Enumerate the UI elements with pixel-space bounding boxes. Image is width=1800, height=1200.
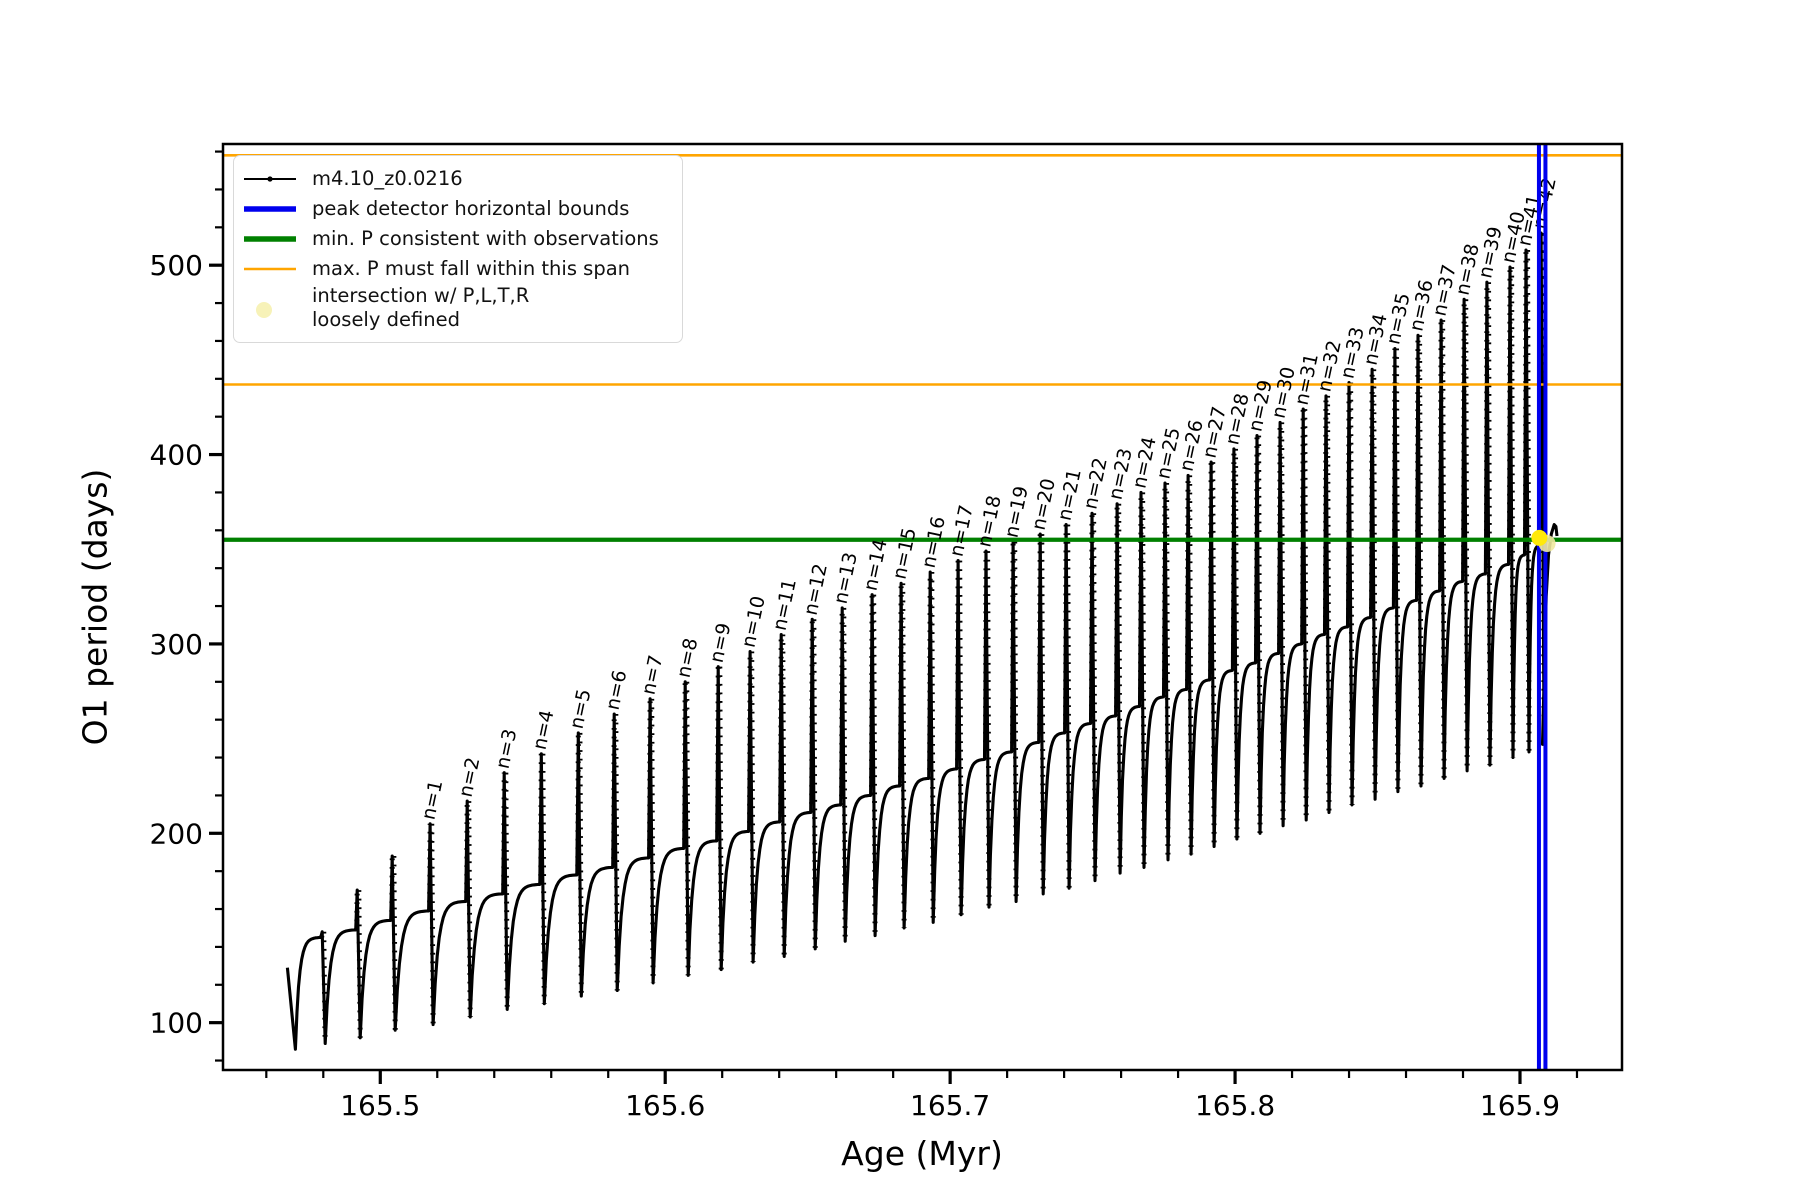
y-tick-label-400: 400: [150, 439, 203, 472]
peak-label-n20: n=20: [1028, 477, 1060, 533]
ticks: 165.5 165.6 165.7 165.8 165.9 100 200 300 400 500: [150, 150, 1579, 1122]
legend-entry-3: max. P must fall within this span: [242, 254, 670, 284]
legend-swatch-line: [244, 176, 296, 182]
series-m410-z00216: [285, 231, 1559, 1051]
legend-entry-label: max. P must fall within this span: [312, 257, 631, 280]
x-axis-title: Age (Myr): [841, 1134, 1003, 1173]
peak-label-n7: n=7: [637, 653, 667, 697]
y-axis-title: O1 period (days): [75, 468, 115, 746]
y-tick-label-300: 300: [150, 628, 203, 661]
x-tick-label-165.7: 165.7: [910, 1089, 990, 1122]
legend-entry-label: peak detector horizontal bounds: [312, 197, 630, 220]
y-tick-label-100: 100: [150, 1007, 203, 1040]
x-tick-label-165.8: 165.8: [1195, 1089, 1275, 1122]
peak-label-n1: n=1: [417, 778, 447, 822]
peak-label-n11: n=11: [769, 577, 801, 633]
peak-label-n13: n=13: [830, 550, 862, 606]
peak-label-n19: n=19: [1000, 484, 1032, 540]
legend-swatch-line: [244, 267, 296, 271]
peak-label-n9: n=9: [706, 621, 736, 665]
peak-label-n16: n=16: [918, 514, 950, 570]
legend-entry-label: m4.10_z0.0216: [312, 167, 463, 190]
y-tick-label-500: 500: [150, 249, 203, 282]
peak-label-n3: n=3: [492, 727, 522, 771]
peak-label-n8: n=8: [673, 636, 703, 680]
legend-entry-2: min. P consistent with observations: [242, 224, 670, 254]
peak-label-n5: n=5: [566, 687, 596, 731]
peak-label-n14: n=14: [859, 537, 891, 593]
x-tick-label-165.9: 165.9: [1480, 1089, 1560, 1122]
legend-swatch-dot: [256, 302, 272, 318]
peak-label-n4: n=4: [529, 708, 559, 752]
legend-swatch-line: [244, 206, 296, 212]
peak-label-n10: n=10: [737, 594, 769, 650]
peak-label-n2: n=2: [455, 755, 485, 799]
x-tick-label-165.5: 165.5: [340, 1089, 420, 1122]
intersection-dot: [1531, 529, 1548, 546]
peak-label-n6: n=6: [602, 668, 632, 712]
y-tick-label-200: 200: [150, 817, 203, 850]
legend-entry-1: peak detector horizontal bounds: [242, 194, 670, 224]
legend-entry-4: intersection w/ P,L,T,R loosely defined: [242, 284, 670, 332]
legend-entry-label: min. P consistent with observations: [312, 227, 659, 250]
x-tick-label-165.6: 165.6: [625, 1089, 705, 1122]
peak-label-n17: n=17: [945, 503, 977, 559]
legend-entry-0: m4.10_z0.0216: [242, 164, 670, 194]
peak-label-n15: n=15: [888, 526, 920, 582]
legend-entry-label: intersection w/ P,L,T,R loosely defined: [312, 284, 530, 331]
peak-label-n12: n=12: [800, 562, 832, 618]
legend-swatch-line: [244, 236, 296, 242]
